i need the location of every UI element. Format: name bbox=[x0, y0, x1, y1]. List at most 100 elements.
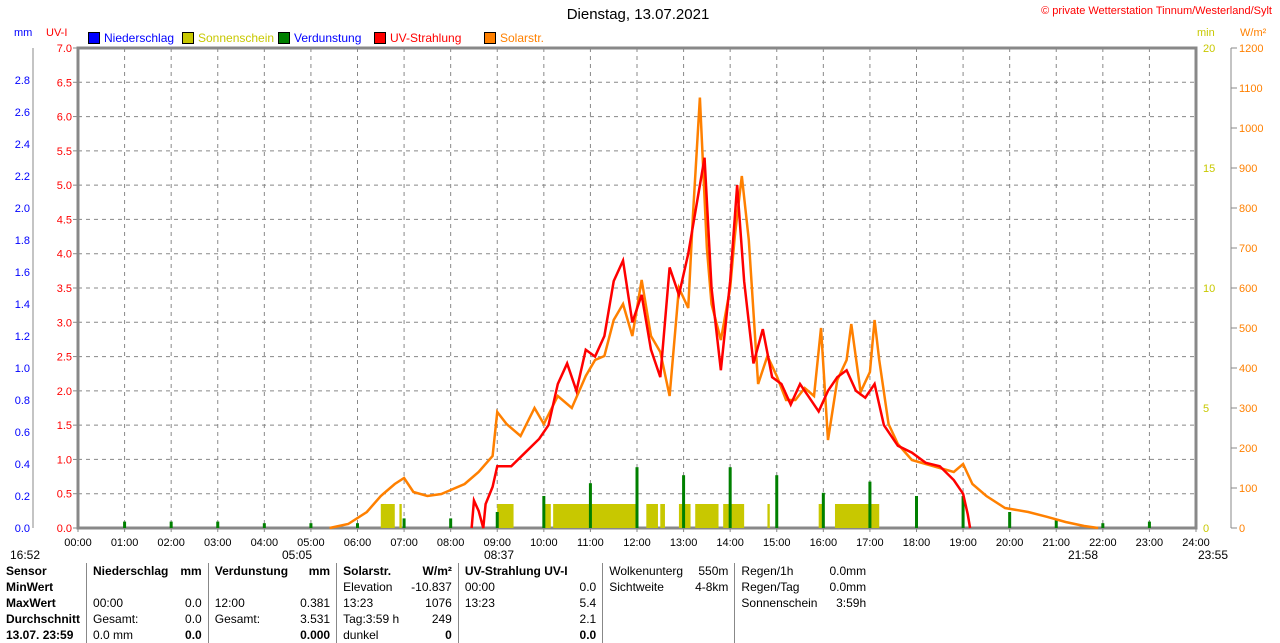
evaporation-bar bbox=[1101, 523, 1105, 528]
mm-tick-label: 1.8 bbox=[15, 235, 30, 247]
table-cell: 2.1 bbox=[579, 612, 597, 626]
x-tick-label: 13:00 bbox=[670, 537, 698, 549]
x-tick-label: 17:00 bbox=[856, 537, 884, 549]
evaporation-bar bbox=[262, 523, 266, 528]
table-cell bbox=[457, 611, 574, 627]
moonset-time: 16:52 bbox=[10, 548, 41, 562]
evaporation-bar bbox=[123, 521, 127, 528]
table-cell: 0.000 bbox=[300, 628, 331, 642]
table-cell: 0.381 bbox=[300, 596, 331, 610]
legend-label: Sonnenschein bbox=[198, 31, 275, 45]
table-cell: 1076 bbox=[425, 596, 452, 610]
x-tick-label: 11:00 bbox=[577, 537, 604, 549]
uv-tick-label: 1.5 bbox=[57, 420, 72, 432]
wm2-tick-label: 800 bbox=[1239, 203, 1257, 215]
moon-time: 23:55 bbox=[1198, 548, 1229, 562]
table-cell: 0.0 bbox=[579, 580, 597, 594]
sunshine-bar bbox=[723, 504, 745, 528]
evaporation-bar bbox=[542, 496, 546, 528]
summary-table: Sensor Niederschlag mm Verdunstung mm Solarst… bbox=[0, 563, 872, 643]
sunshine-bar bbox=[818, 504, 824, 528]
table-cell: 550m bbox=[698, 564, 729, 578]
x-tick-label: 08:00 bbox=[437, 537, 465, 549]
x-tick-label: 16:00 bbox=[810, 537, 838, 549]
table-cell: Sensor bbox=[6, 564, 47, 578]
evaporation-bar bbox=[868, 481, 872, 528]
mm-tick-label: 0.2 bbox=[15, 491, 30, 503]
evaporation-bar bbox=[356, 523, 359, 528]
table-cell: 13.07. 23:59 bbox=[6, 628, 74, 642]
evaporation-bar bbox=[216, 521, 220, 528]
min-tick-label: 15 bbox=[1203, 163, 1215, 175]
copyright: © private Wetterstation Tinnum/Westerlan… bbox=[1041, 5, 1272, 17]
uv-tick-label: 3.5 bbox=[57, 283, 72, 295]
table-cell: Gesamt: bbox=[207, 611, 295, 627]
table-cell: 13:23 bbox=[457, 595, 574, 611]
table-cell: Durchschnitt bbox=[6, 612, 81, 626]
table-cell: 3.531 bbox=[300, 612, 331, 626]
x-tick-label: 24:00 bbox=[1182, 537, 1210, 549]
table-cell: 0.0mm bbox=[829, 564, 867, 578]
table-cell: 0.0 mm bbox=[86, 627, 175, 643]
uv-tick-label: 0.0 bbox=[57, 523, 72, 535]
table-cell bbox=[207, 627, 295, 643]
legend-label: UV-Strahlung bbox=[390, 31, 462, 45]
table-cell: Wolkenunterg bbox=[602, 563, 690, 579]
table-cell: 0.0 bbox=[185, 628, 202, 642]
x-tick-label: 12:00 bbox=[623, 537, 651, 549]
mm-tick-label: 2.8 bbox=[15, 75, 30, 87]
wm2-tick-label: 300 bbox=[1239, 403, 1257, 415]
min-tick-label: 0 bbox=[1203, 523, 1209, 535]
table-cell bbox=[174, 579, 208, 595]
legend-swatch bbox=[484, 32, 496, 44]
sunshine-bar bbox=[660, 504, 665, 528]
legend-swatch bbox=[374, 32, 386, 44]
table-cell: UV-Strahlung UV-I bbox=[457, 563, 574, 579]
table-cell: Sichtweite bbox=[602, 579, 690, 595]
x-tick-label: 22:00 bbox=[1089, 537, 1117, 549]
sunset-time: 21:58 bbox=[1068, 548, 1099, 562]
mm-tick-label: 1.0 bbox=[15, 363, 30, 375]
legend-item: Sonnenschein bbox=[182, 31, 274, 45]
mm-tick-label: 1.6 bbox=[15, 267, 30, 279]
x-tick-label: 23:00 bbox=[1136, 537, 1164, 549]
wm2-tick-label: 1000 bbox=[1239, 123, 1263, 135]
x-tick-label: 10:00 bbox=[530, 537, 558, 549]
min-tick-label: 20 bbox=[1203, 43, 1215, 55]
evaporation-bar bbox=[961, 496, 965, 528]
legend-swatch bbox=[88, 32, 100, 44]
x-tick-label: 03:00 bbox=[204, 537, 232, 549]
legend-item: Solarstr. bbox=[484, 31, 544, 45]
axis-label-wm2: W/m² bbox=[1240, 27, 1267, 39]
table-cell: W/m² bbox=[422, 564, 452, 578]
evaporation-bar bbox=[588, 483, 592, 528]
table-cell: -10.837 bbox=[411, 580, 452, 594]
table-cell bbox=[574, 563, 603, 579]
sunshine-bar bbox=[767, 504, 770, 528]
uv-line bbox=[470, 157, 972, 529]
weather-chart: 0.0 0.2 0.4 0.6 0.8 1.0 1.2 1.4 1.6 1.8 2.0 2.2 2.4 2… bbox=[15, 43, 1264, 549]
evaporation-bar bbox=[495, 512, 499, 528]
x-tick-label: 05:00 bbox=[297, 537, 325, 549]
table-cell bbox=[602, 595, 690, 611]
sunshine-bar bbox=[497, 504, 514, 528]
wm2-tick-label: 1100 bbox=[1239, 83, 1263, 95]
uv-tick-label: 4.5 bbox=[57, 214, 72, 226]
table-cell: 0.0 bbox=[185, 612, 202, 626]
table-cell: 0.0mm bbox=[829, 580, 867, 594]
table-cell: Niederschlag bbox=[86, 563, 175, 579]
uv-tick-label: 0.5 bbox=[57, 489, 72, 501]
table-cell bbox=[689, 611, 735, 627]
evaporation-bar bbox=[309, 523, 313, 528]
table-cell: mm bbox=[180, 564, 202, 578]
table-cell: 249 bbox=[431, 612, 452, 626]
axis-label-mm: mm bbox=[14, 27, 33, 39]
uv-tick-label: 3.0 bbox=[57, 317, 72, 329]
min-tick-label: 5 bbox=[1203, 403, 1209, 415]
table-cell: Tag:3:59 h bbox=[336, 611, 406, 627]
uv-tick-label: 4.0 bbox=[57, 249, 72, 261]
x-tick-label: 18:00 bbox=[903, 537, 931, 549]
table-cell: Verdunstung bbox=[207, 563, 295, 579]
table-cell: 0.0 bbox=[579, 628, 597, 642]
evaporation-bar bbox=[915, 496, 918, 528]
